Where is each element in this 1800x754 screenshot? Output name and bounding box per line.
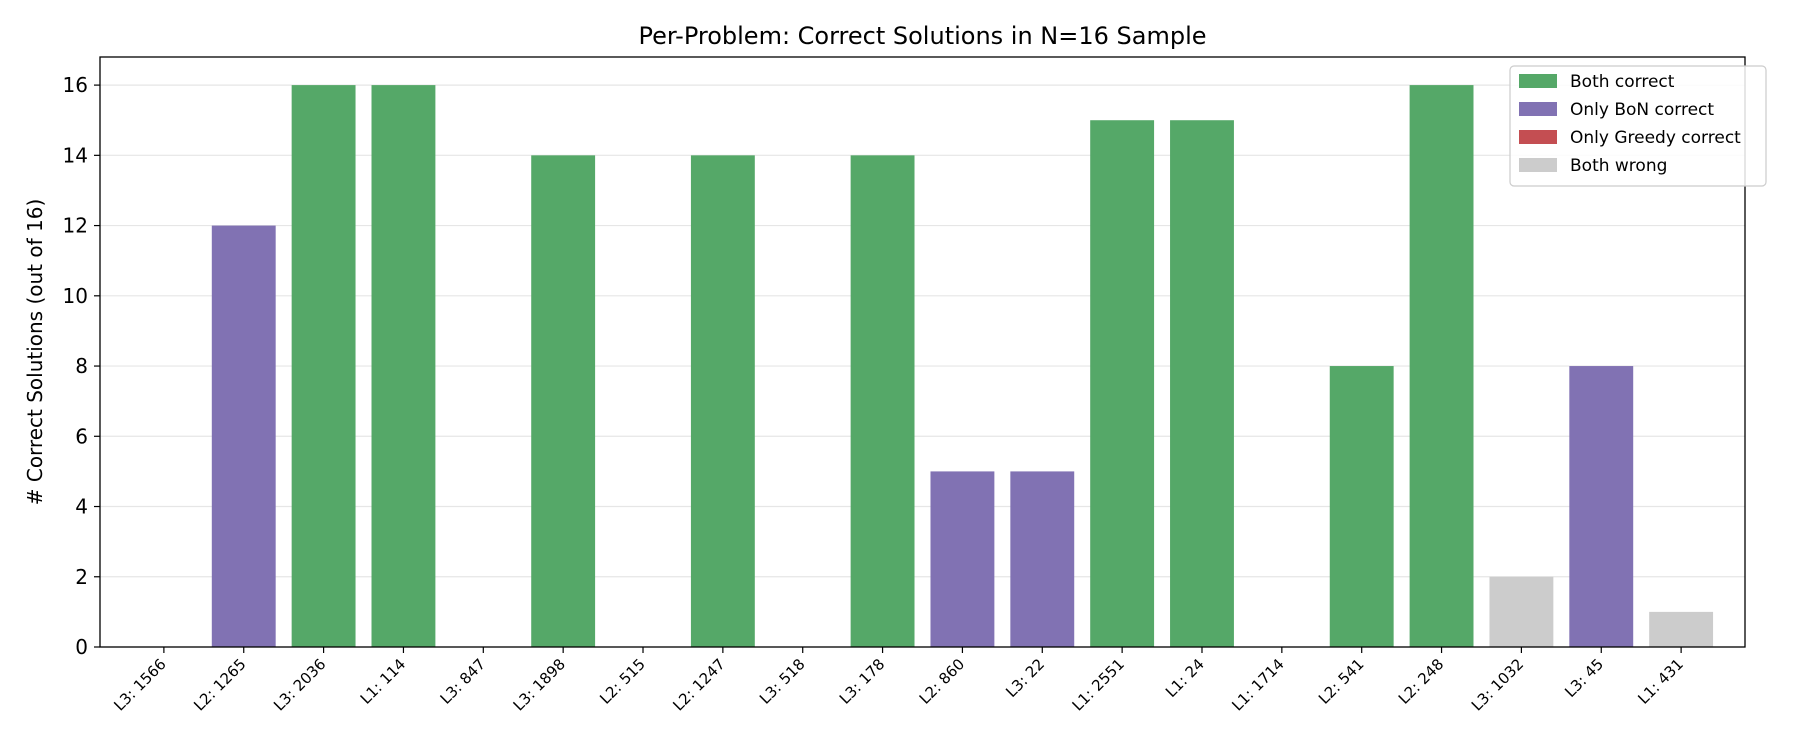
bar (211, 225, 276, 648)
legend: Both correct Only BoN correct Only Greedy … (1509, 65, 1767, 187)
bar (1170, 120, 1234, 647)
legend-swatch (1519, 158, 1557, 172)
y-tick-label: 12 (63, 214, 88, 238)
bar (1090, 120, 1155, 647)
bar (531, 155, 596, 648)
legend-swatch (1519, 74, 1557, 88)
bar (1329, 366, 1394, 647)
y-tick-label: 6 (75, 424, 88, 448)
y-tick-label: 14 (63, 143, 88, 167)
y-axis-ticks: 0 2 4 6 8 10 12 14 16 (63, 73, 100, 659)
y-tick-label: 0 (75, 635, 88, 659)
legend-label: Only BoN correct (1570, 100, 1714, 120)
bar (1649, 611, 1714, 647)
bar (1409, 85, 1474, 648)
y-axis-label: # Correct Solutions (out of 16) (23, 199, 47, 506)
legend-label: Only Greedy correct (1570, 128, 1741, 148)
bar (291, 85, 356, 648)
y-tick-label: 4 (75, 495, 88, 519)
plot-frame (99, 56, 1746, 648)
y-tick-label: 2 (75, 565, 88, 589)
legend-label: Both correct (1570, 72, 1675, 92)
legend-label: Both wrong (1570, 156, 1667, 176)
bar (371, 85, 436, 648)
bars (211, 85, 1714, 648)
legend-swatch (1519, 130, 1557, 144)
y-tick-label: 16 (63, 73, 88, 97)
bar (1010, 471, 1075, 647)
bar (1489, 576, 1554, 647)
legend-swatch (1519, 102, 1557, 116)
bar (930, 471, 995, 647)
y-tick-label: 10 (63, 284, 88, 308)
y-tick-label: 8 (75, 354, 88, 378)
bar (850, 155, 915, 648)
bar (690, 155, 755, 648)
legend-box (1509, 65, 1767, 187)
chart-title: Per-Problem: Correct Solutions in N=16 S… (638, 22, 1206, 50)
bar (1569, 366, 1634, 647)
